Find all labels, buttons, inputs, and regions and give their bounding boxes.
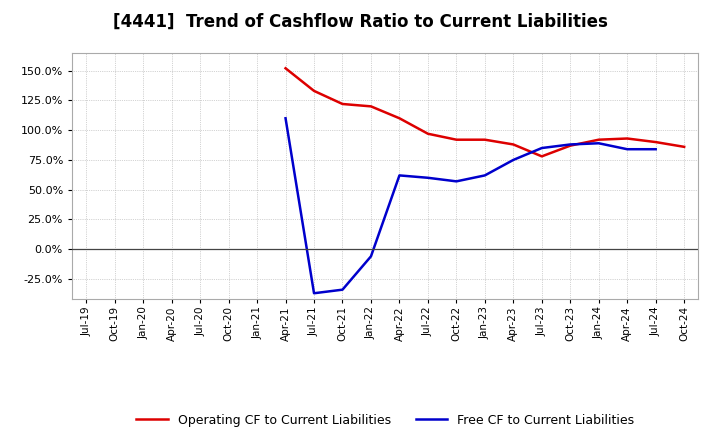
Operating CF to Current Liabilities bbox=[480, 137, 489, 142]
Operating CF to Current Liabilities bbox=[537, 154, 546, 159]
Text: [4441]  Trend of Cashflow Ratio to Current Liabilities: [4441] Trend of Cashflow Ratio to Curren… bbox=[112, 13, 608, 31]
Free CF to Current Liabilities bbox=[310, 290, 318, 296]
Operating CF to Current Liabilities bbox=[282, 66, 290, 71]
Line: Free CF to Current Liabilities: Free CF to Current Liabilities bbox=[286, 118, 656, 293]
Operating CF to Current Liabilities bbox=[310, 88, 318, 94]
Free CF to Current Liabilities bbox=[282, 116, 290, 121]
Free CF to Current Liabilities bbox=[595, 141, 603, 146]
Operating CF to Current Liabilities bbox=[595, 137, 603, 142]
Operating CF to Current Liabilities bbox=[566, 143, 575, 148]
Free CF to Current Liabilities bbox=[366, 254, 375, 259]
Free CF to Current Liabilities bbox=[423, 175, 432, 180]
Free CF to Current Liabilities bbox=[623, 147, 631, 152]
Free CF to Current Liabilities bbox=[537, 145, 546, 150]
Operating CF to Current Liabilities bbox=[452, 137, 461, 142]
Free CF to Current Liabilities bbox=[566, 142, 575, 147]
Free CF to Current Liabilities bbox=[509, 157, 518, 162]
Free CF to Current Liabilities bbox=[452, 179, 461, 184]
Operating CF to Current Liabilities bbox=[338, 101, 347, 106]
Line: Operating CF to Current Liabilities: Operating CF to Current Liabilities bbox=[286, 68, 684, 156]
Free CF to Current Liabilities bbox=[338, 287, 347, 292]
Legend: Operating CF to Current Liabilities, Free CF to Current Liabilities: Operating CF to Current Liabilities, Fre… bbox=[131, 409, 639, 432]
Free CF to Current Liabilities bbox=[395, 173, 404, 178]
Free CF to Current Liabilities bbox=[480, 173, 489, 178]
Free CF to Current Liabilities bbox=[652, 147, 660, 152]
Operating CF to Current Liabilities bbox=[623, 136, 631, 141]
Operating CF to Current Liabilities bbox=[366, 104, 375, 109]
Operating CF to Current Liabilities bbox=[395, 116, 404, 121]
Operating CF to Current Liabilities bbox=[509, 142, 518, 147]
Operating CF to Current Liabilities bbox=[423, 131, 432, 136]
Operating CF to Current Liabilities bbox=[652, 139, 660, 145]
Operating CF to Current Liabilities bbox=[680, 144, 688, 150]
